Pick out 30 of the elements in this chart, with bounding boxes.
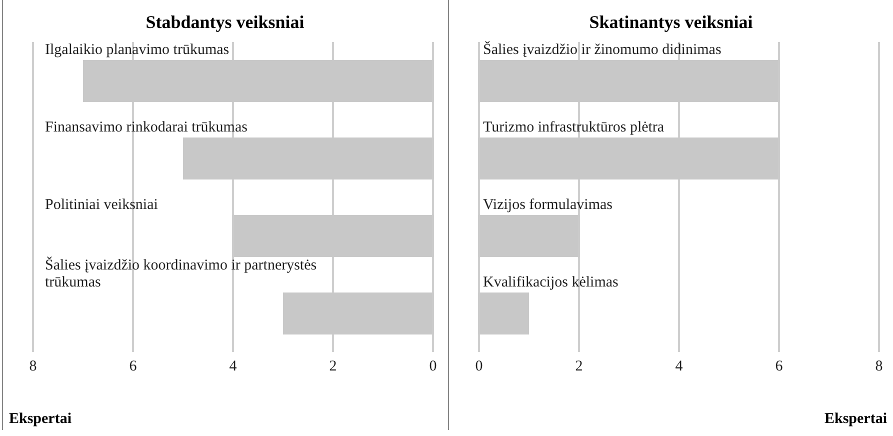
bar: [479, 60, 779, 102]
bar: [283, 292, 433, 334]
bar: [479, 215, 579, 257]
y-tick-label: Finansavimo rinkodarai trūkumas: [45, 120, 248, 136]
x-tick-label: 0: [429, 358, 437, 375]
x-tick-label: 6: [129, 358, 138, 375]
x-tick-label: 0: [475, 358, 483, 375]
x-axis-title: Ekspertai: [824, 411, 887, 428]
y-tick-label: Šalies įvaizdžio koordinavimo ir partnerystės trūkumas: [45, 256, 317, 290]
bar: [479, 292, 529, 334]
x-tick-label: 6: [775, 358, 784, 375]
chart-title: Stabdantys veiksniai: [144, 12, 306, 33]
bar: [233, 215, 433, 257]
y-tick-label: Vizijos formulavimas: [483, 197, 613, 213]
x-tick-label: 8: [875, 358, 883, 375]
x-tick-label: 4: [229, 358, 238, 375]
y-tick-label: Šalies įvaizdžio ir žinomumo didinimas: [483, 41, 722, 58]
chart-title: Skatinantys veiksniai: [588, 12, 754, 33]
y-tick-label: Politiniai veiksniai: [45, 197, 158, 213]
x-axis-title: Ekspertai: [9, 411, 72, 428]
x-tick-label: 2: [329, 358, 337, 375]
x-tick-label: 8: [29, 358, 37, 375]
bar: [479, 138, 779, 180]
bar: [183, 138, 433, 180]
x-tick-label: 4: [675, 358, 684, 375]
y-tick-label: Turizmo infrastruktūros plėtra: [483, 120, 664, 136]
y-tick-label: Kvalifikacijos kėlimas: [483, 274, 619, 290]
y-tick-label: Ilgalaikio planavimo trūkumas: [45, 42, 230, 58]
bar: [83, 60, 433, 102]
x-tick-label: 2: [575, 358, 583, 375]
